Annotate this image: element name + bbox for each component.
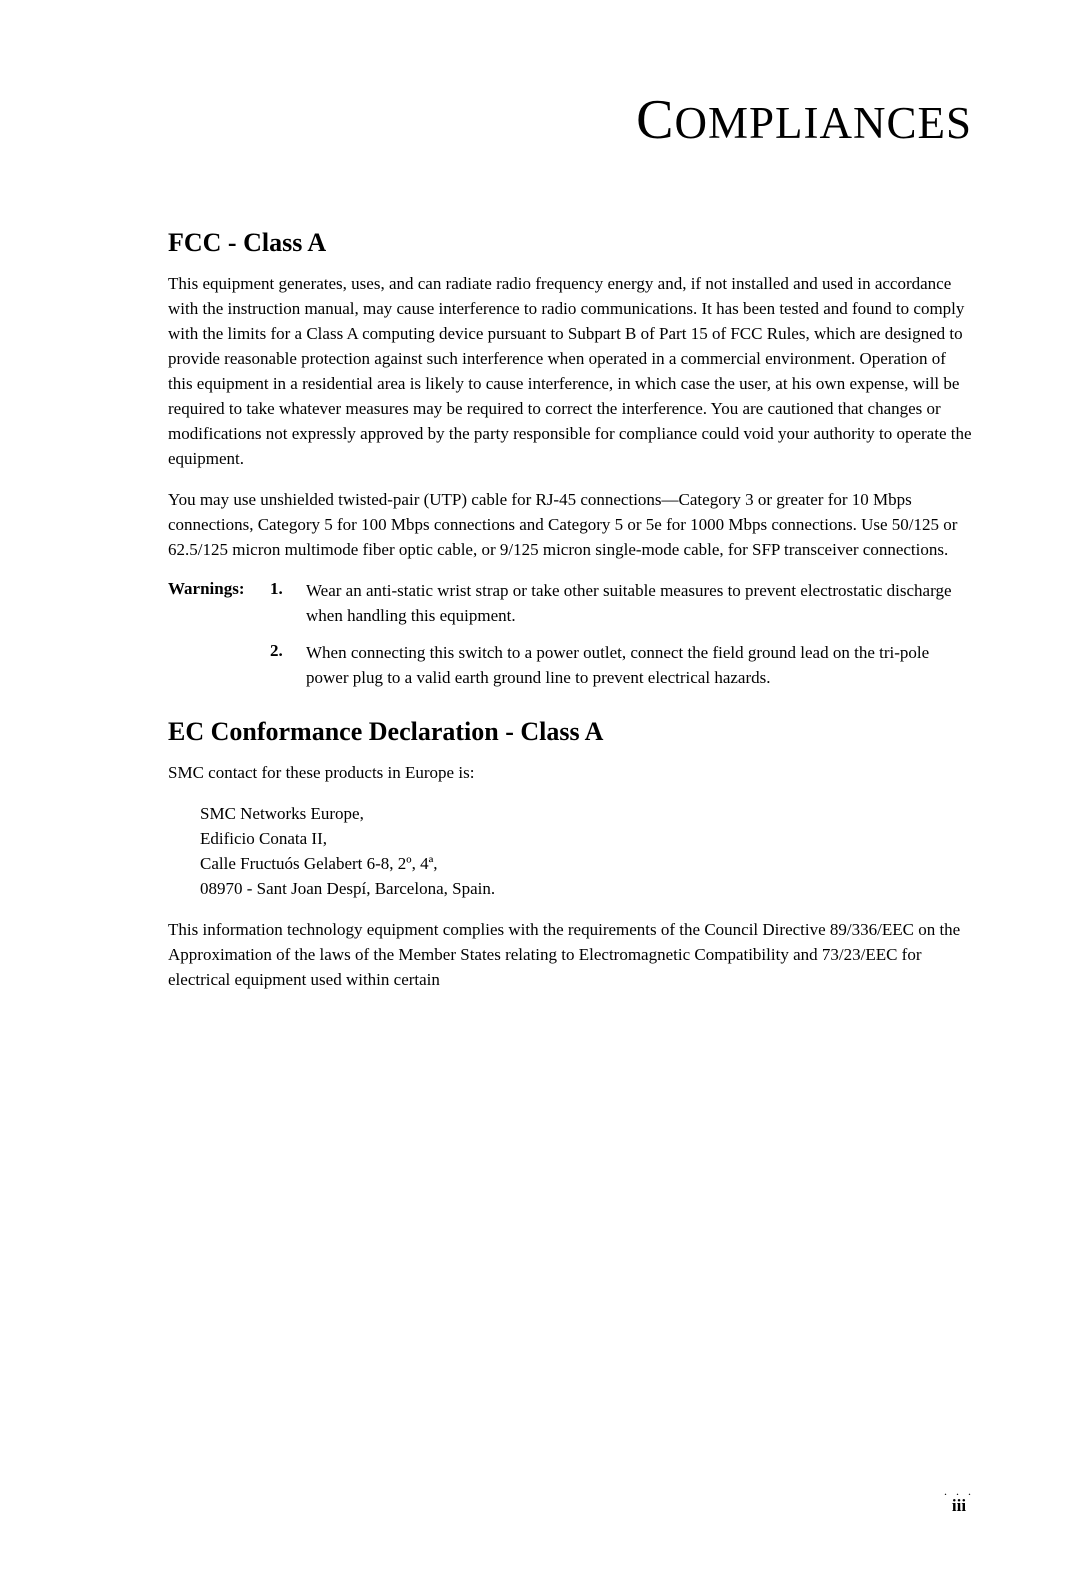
warning-row-1: Warnings: 1. Wear an anti-static wrist s… bbox=[168, 579, 972, 629]
page-title: COMPLIANCES bbox=[168, 88, 972, 152]
address-line-1: SMC Networks Europe, bbox=[200, 802, 972, 827]
para-ec-1: This information technology equipment co… bbox=[168, 918, 972, 993]
address-block: SMC Networks Europe, Edificio Conata II,… bbox=[200, 802, 972, 902]
warning-row-2: 2. When connecting this switch to a powe… bbox=[168, 641, 972, 691]
warnings-label: Warnings: bbox=[168, 579, 270, 629]
warning-text-1: Wear an anti-static wrist strap or take … bbox=[306, 579, 972, 629]
warning-number-2: 2. bbox=[270, 641, 306, 691]
warning-number-1: 1. bbox=[270, 579, 306, 629]
title-first-letter: C bbox=[636, 89, 674, 151]
section-fcc: FCC - Class A This equipment generates, … bbox=[168, 228, 972, 563]
page-dots: . . . bbox=[944, 1489, 974, 1494]
document-page: COMPLIANCES FCC - Class A This equipment… bbox=[0, 0, 1080, 1069]
address-line-2: Edificio Conata II, bbox=[200, 827, 972, 852]
warning-text-2: When connecting this switch to a power o… bbox=[306, 641, 972, 691]
address-line-4: 08970 - Sant Joan Despí, Barcelona, Spai… bbox=[200, 877, 972, 902]
address-line-3: Calle Fructuós Gelabert 6-8, 2º, 4ª, bbox=[200, 852, 972, 877]
heading-ec: EC Conformance Declaration - Class A bbox=[168, 717, 972, 747]
para-fcc-2: You may use unshielded twisted-pair (UTP… bbox=[168, 488, 972, 563]
heading-fcc: FCC - Class A bbox=[168, 228, 972, 258]
page-number: iii bbox=[944, 1496, 974, 1516]
para-fcc-1: This equipment generates, uses, and can … bbox=[168, 272, 972, 472]
page-number-block: . . . iii bbox=[944, 1489, 974, 1516]
warnings-label-spacer bbox=[168, 641, 270, 691]
para-ec-intro: SMC contact for these products in Europe… bbox=[168, 761, 972, 786]
section-ec: EC Conformance Declaration - Class A SMC… bbox=[168, 717, 972, 993]
warnings-block: Warnings: 1. Wear an anti-static wrist s… bbox=[168, 579, 972, 691]
title-rest: OMPLIANCES bbox=[674, 98, 972, 148]
